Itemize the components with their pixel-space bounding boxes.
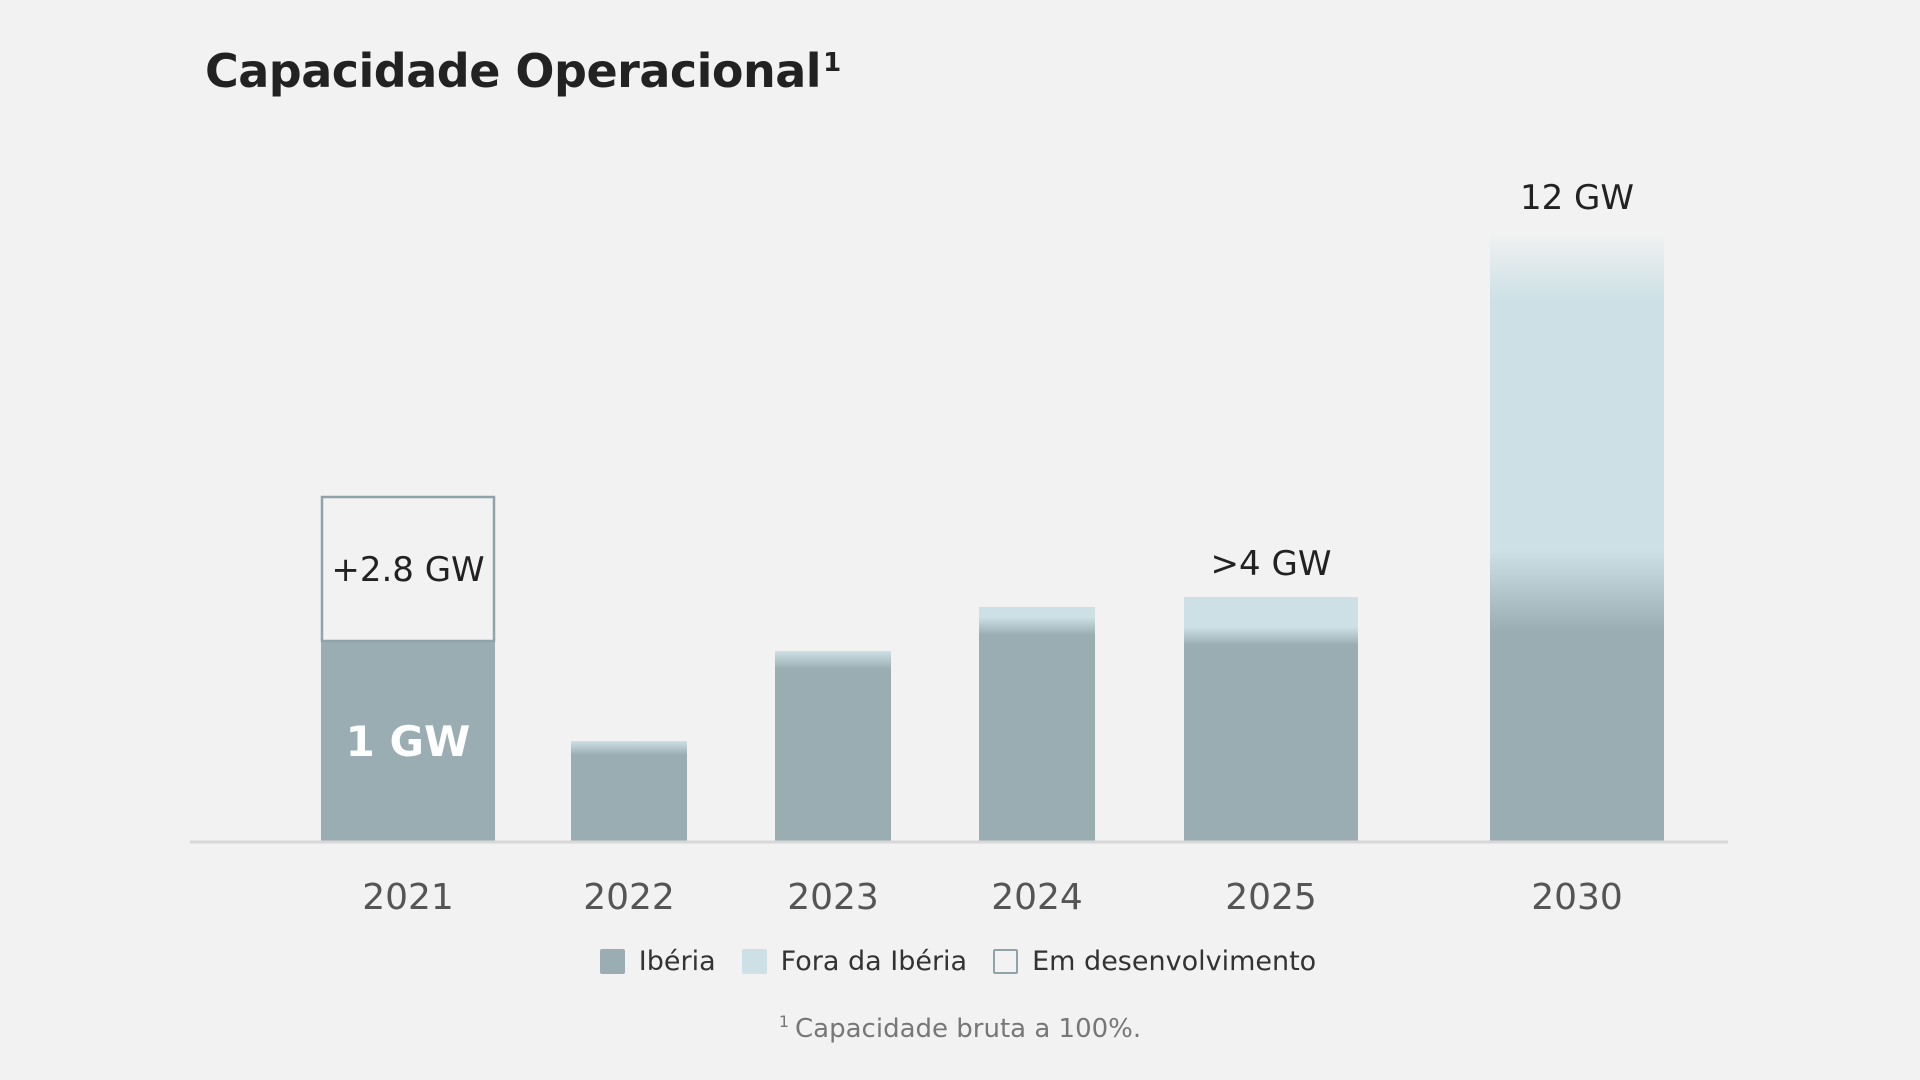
bar-blend-2023 <box>775 651 891 669</box>
legend-label-iberia: Ibéria <box>638 946 716 977</box>
footnote: 1 Capacidade bruta a 100%. <box>0 1012 1920 1044</box>
bar-blend-2024 <box>979 617 1095 635</box>
bar-iberia-2023 <box>775 665 891 841</box>
x-tick-2022: 2022 <box>583 877 675 918</box>
footnote-marker: 1 <box>778 1012 790 1031</box>
bar-chart: 2021 2022 2023 2024 2025 2030 1 GW +2.8 GW >4 GW… <box>190 178 1728 918</box>
bar-in-development-2021 <box>320 495 496 643</box>
x-tick-2030: 2030 <box>1531 877 1623 918</box>
title-footnote-marker: 1 <box>823 48 841 78</box>
x-tick-2025: 2025 <box>1225 877 1317 918</box>
chart-title-text: Capacidade Operacional <box>205 44 822 98</box>
data-label-2025-total: >4 GW <box>1211 544 1332 584</box>
bar-iberia-2024 <box>979 631 1095 841</box>
x-tick-2021: 2021 <box>362 877 454 918</box>
legend-swatch-in-development <box>993 949 1019 974</box>
data-label-2021-in-development: +2.8 GW <box>331 550 484 590</box>
legend-item-iberia: Ibéria <box>599 946 716 977</box>
data-label-2030-total: 12 GW <box>1520 178 1634 218</box>
bar-iberia-2025 <box>1184 641 1358 841</box>
x-tick-2024: 2024 <box>991 877 1083 918</box>
chart-title: Capacidade Operacional1 <box>205 44 841 98</box>
x-tick-2023: 2023 <box>787 877 879 918</box>
bar-blend-2030 <box>1490 551 1664 631</box>
bar-iberia-2021 <box>321 641 495 841</box>
legend-item-in-development: Em desenvolvimento <box>993 946 1316 977</box>
legend-label-in-development: Em desenvolvimento <box>1032 946 1317 977</box>
legend-swatch-iberia <box>599 949 625 974</box>
bar-blend-2022 <box>571 741 687 755</box>
footnote-text: Capacidade bruta a 100%. <box>795 1014 1142 1044</box>
legend-swatch-outside-iberia <box>741 949 767 974</box>
legend-item-outside-iberia: Fora da Ibéria <box>741 946 968 977</box>
bar-blend-2025 <box>1184 627 1358 645</box>
bar-iberia-2022 <box>571 751 687 841</box>
data-label-2021-iberia: 1 GW <box>346 717 471 766</box>
bar-fade-top-2030 <box>1490 231 1664 301</box>
legend-label-outside-iberia: Fora da Ibéria <box>780 946 968 977</box>
bar-iberia-2030 <box>1490 621 1664 841</box>
legend: Ibéria Fora da Ibéria Em desenvolvimento <box>0 946 1920 977</box>
